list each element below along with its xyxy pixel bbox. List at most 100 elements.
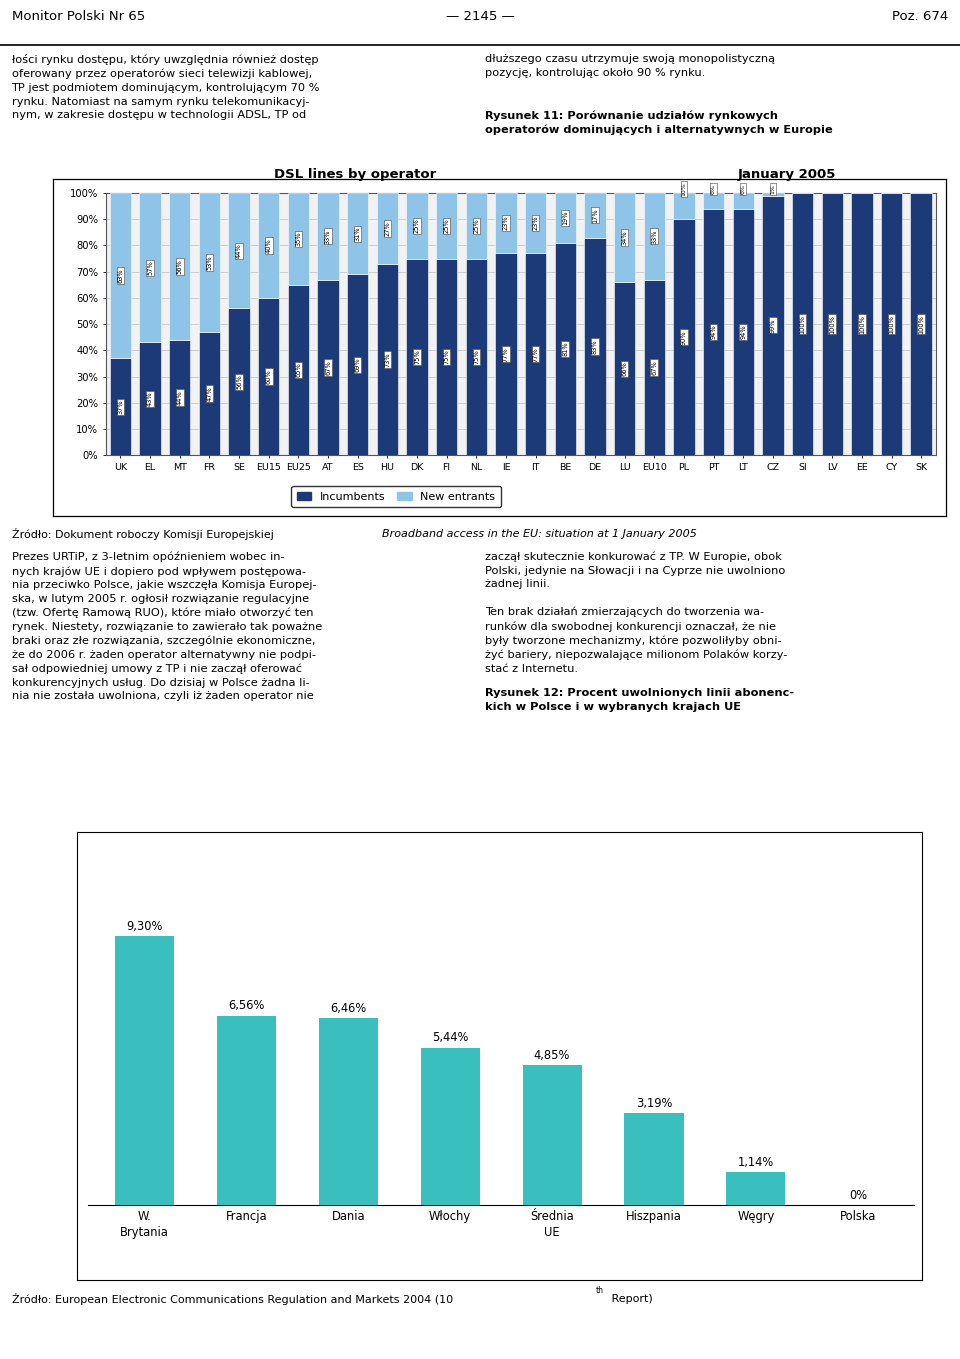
- Bar: [347, 193, 369, 275]
- Text: 100%: 100%: [889, 315, 895, 333]
- Bar: [115, 936, 174, 1205]
- Text: 27%: 27%: [384, 222, 391, 235]
- Bar: [703, 193, 724, 209]
- Text: Prezes URTiP, z 3-letnim opóźnieniem wobec in-
nych krajów UE i dopiero pod wpły: Prezes URTiP, z 3-letnim opóźnieniem wob…: [12, 552, 322, 701]
- Bar: [643, 193, 665, 280]
- Bar: [466, 258, 487, 455]
- Bar: [436, 193, 457, 258]
- Text: 43%: 43%: [147, 391, 153, 406]
- Text: January 2005: January 2005: [737, 169, 836, 181]
- Text: 23%: 23%: [503, 216, 509, 231]
- Text: 4,85%: 4,85%: [534, 1049, 570, 1061]
- Bar: [217, 1015, 276, 1205]
- Text: 100%: 100%: [800, 315, 805, 333]
- Text: 44%: 44%: [177, 390, 182, 405]
- Text: 33%: 33%: [325, 230, 331, 243]
- Text: 63%: 63%: [117, 268, 124, 283]
- Bar: [258, 298, 279, 455]
- Text: Report): Report): [609, 1294, 653, 1305]
- Text: 67%: 67%: [325, 360, 331, 375]
- Text: 75%: 75%: [444, 349, 449, 364]
- Text: 31%: 31%: [354, 227, 361, 241]
- Text: 25%: 25%: [473, 219, 479, 234]
- Text: 94%: 94%: [740, 325, 746, 340]
- Bar: [673, 219, 695, 455]
- Text: 100%: 100%: [859, 315, 865, 333]
- Bar: [614, 193, 636, 283]
- Bar: [792, 193, 813, 455]
- Text: 40%: 40%: [266, 238, 272, 253]
- Bar: [495, 253, 516, 455]
- Text: 6%: 6%: [741, 183, 746, 194]
- Bar: [732, 193, 754, 209]
- Text: Monitor Polski Nr 65: Monitor Polski Nr 65: [12, 10, 145, 23]
- Text: 77%: 77%: [533, 347, 539, 361]
- Text: 53%: 53%: [206, 255, 212, 270]
- Text: 17%: 17%: [592, 208, 598, 223]
- Bar: [495, 193, 516, 253]
- Text: 57%: 57%: [147, 261, 153, 275]
- Bar: [522, 1065, 582, 1205]
- Text: 6%: 6%: [711, 183, 716, 194]
- Text: 1%: 1%: [770, 183, 776, 194]
- Bar: [555, 243, 576, 455]
- Bar: [319, 1018, 378, 1205]
- Bar: [420, 1048, 480, 1205]
- Text: 1,14%: 1,14%: [738, 1157, 774, 1169]
- Bar: [466, 193, 487, 258]
- Legend: Incumbents, New entrants: Incumbents, New entrants: [292, 487, 501, 507]
- Bar: [585, 238, 606, 455]
- Bar: [169, 193, 190, 340]
- Text: 56%: 56%: [177, 260, 182, 273]
- Bar: [585, 193, 606, 238]
- Text: 25%: 25%: [444, 219, 449, 234]
- Text: 81%: 81%: [563, 341, 568, 356]
- Text: 10%: 10%: [682, 182, 686, 196]
- Text: 83%: 83%: [592, 340, 598, 353]
- Text: 9,30%: 9,30%: [126, 920, 162, 932]
- Bar: [258, 193, 279, 298]
- Text: 5,44%: 5,44%: [432, 1031, 468, 1045]
- Text: 69%: 69%: [354, 357, 361, 372]
- Text: 75%: 75%: [414, 349, 420, 364]
- Bar: [852, 193, 873, 455]
- Text: 94%: 94%: [710, 325, 716, 340]
- Text: zaczął skutecznie konkurować z TP. W Europie, obok
Polski, jedynie na Słowacji i: zaczął skutecznie konkurować z TP. W Eur…: [485, 552, 787, 674]
- Bar: [732, 209, 754, 455]
- Text: 34%: 34%: [621, 230, 628, 245]
- Text: 47%: 47%: [206, 386, 212, 401]
- Text: 100%: 100%: [829, 315, 835, 333]
- Text: Poz. 674: Poz. 674: [892, 10, 948, 23]
- Text: 23%: 23%: [533, 216, 539, 231]
- Bar: [318, 193, 339, 280]
- Bar: [139, 342, 160, 455]
- Bar: [673, 193, 695, 219]
- Bar: [199, 193, 220, 332]
- Text: 44%: 44%: [236, 243, 242, 258]
- Bar: [288, 285, 309, 455]
- Text: 56%: 56%: [236, 375, 242, 389]
- Text: Źródło: European Electronic Communications Regulation and Markets 2004 (10: Źródło: European Electronic Communicatio…: [12, 1294, 453, 1305]
- Text: 0%: 0%: [849, 1189, 867, 1201]
- Text: 3,19%: 3,19%: [636, 1097, 672, 1109]
- Text: th: th: [596, 1287, 604, 1295]
- Bar: [376, 264, 398, 455]
- Bar: [525, 253, 546, 455]
- Text: 33%: 33%: [651, 230, 658, 243]
- Bar: [406, 193, 427, 258]
- Bar: [228, 308, 250, 455]
- Text: dłuższego czasu utrzymuje swoją monopolistyczną
pozycję, kontrolując około 90 % : dłuższego czasu utrzymuje swoją monopoli…: [485, 54, 775, 77]
- Bar: [318, 280, 339, 455]
- Text: Rysunek 12: Procent uwolnionych linii abonenc-
kich w Polsce i w wybranych kraja: Rysunek 12: Procent uwolnionych linii ab…: [485, 688, 794, 712]
- Text: 73%: 73%: [384, 352, 391, 367]
- Text: 75%: 75%: [473, 349, 479, 364]
- Text: — 2145 —: — 2145 —: [445, 10, 515, 23]
- Bar: [109, 359, 132, 455]
- Bar: [643, 280, 665, 455]
- Text: 6,46%: 6,46%: [330, 1002, 367, 1015]
- Bar: [169, 340, 190, 455]
- Text: Źródło: Dokument roboczy Komisji Europejskiej: Źródło: Dokument roboczy Komisji Europej…: [12, 529, 276, 540]
- Bar: [614, 283, 636, 455]
- Text: 90%: 90%: [681, 330, 687, 345]
- Bar: [881, 193, 902, 455]
